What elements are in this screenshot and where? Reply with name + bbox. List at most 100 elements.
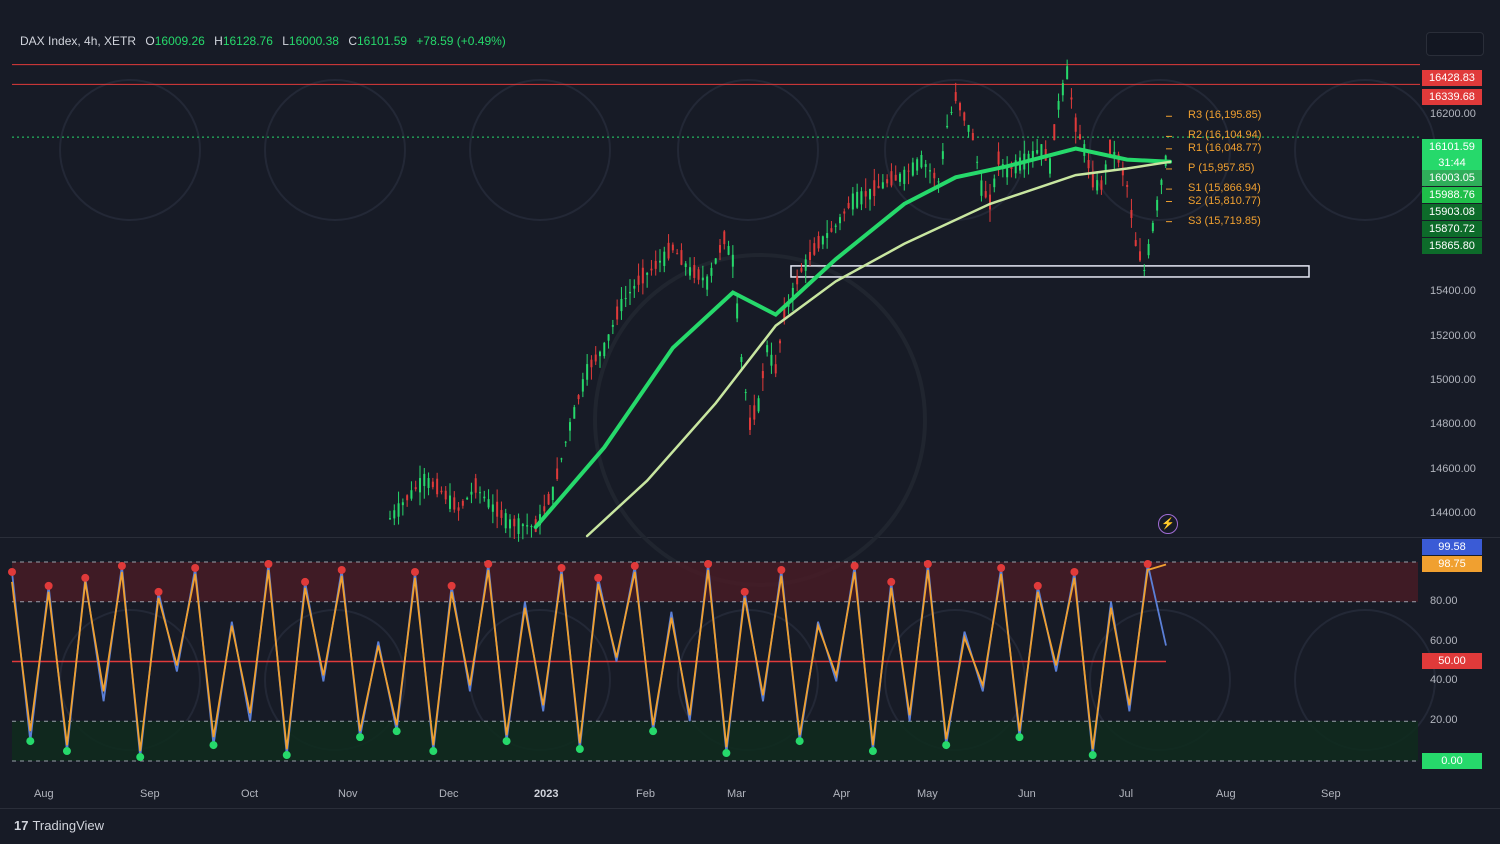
y-tick-label: 14400.00 <box>1430 506 1476 519</box>
overbought-dot <box>301 577 310 586</box>
oversold-dot <box>942 741 951 750</box>
candle-body <box>740 357 743 362</box>
candle-body <box>1070 97 1073 100</box>
x-tick-label: Aug <box>1216 788 1236 800</box>
price-tag: 16003.05 <box>1422 170 1482 186</box>
candle-body <box>603 342 606 357</box>
osc-y-tick-label: 80.00 <box>1430 594 1458 607</box>
candle-body <box>877 185 880 189</box>
price-tag: 15870.72 <box>1422 221 1482 237</box>
oversold-dot <box>502 737 511 746</box>
candle-body <box>667 242 670 259</box>
low-value: 16000.38 <box>288 34 339 48</box>
candle-body <box>684 263 687 268</box>
candle-body <box>701 277 704 281</box>
candle-body <box>419 478 421 493</box>
candle-body <box>899 173 901 182</box>
candle-body <box>1074 117 1077 132</box>
overbought-dot <box>923 559 932 568</box>
candle-body <box>989 194 991 210</box>
candle-body <box>1036 150 1039 154</box>
oversold-dot <box>722 749 731 758</box>
candle-body <box>1014 160 1017 174</box>
candle-body <box>410 490 413 499</box>
candle-body <box>950 111 953 113</box>
open-label: O <box>145 34 155 48</box>
candle-body <box>791 287 794 300</box>
candle-body <box>449 495 451 509</box>
candle-body <box>543 506 546 512</box>
overbought-dot <box>154 587 163 596</box>
candle-body <box>1066 66 1069 80</box>
candle-body <box>851 193 854 210</box>
oversold-dot <box>868 747 877 756</box>
symbol-name[interactable]: DAX Index, 4h, XETR <box>20 34 137 48</box>
candle-body <box>821 236 824 245</box>
candle-body <box>389 518 391 520</box>
toolbar-button[interactable] <box>1426 32 1484 56</box>
candle-body <box>933 172 936 179</box>
candle-body <box>843 211 846 214</box>
candle-body <box>483 496 486 499</box>
y-tick-label: 15000.00 <box>1430 374 1476 387</box>
candle-body <box>646 272 649 275</box>
x-tick-label: Nov <box>338 788 358 800</box>
support-zone-box <box>790 265 1310 278</box>
candle-body <box>783 305 786 321</box>
candle-body <box>1087 160 1090 169</box>
candle-body <box>1100 180 1103 190</box>
candle-body <box>967 124 970 132</box>
candle-body <box>980 180 983 196</box>
overbought-dot <box>44 581 53 590</box>
tradingview-logo[interactable]: 17 TradingView <box>14 818 104 833</box>
overbought-dot <box>447 581 456 590</box>
candle-body <box>976 161 979 163</box>
high-label: H <box>214 34 223 48</box>
candle-body <box>903 169 906 184</box>
candle-body <box>393 510 396 519</box>
candle-body <box>946 125 949 128</box>
candle-body <box>1096 180 1099 191</box>
overbought-dot <box>997 563 1006 572</box>
oversold-dot <box>209 741 218 750</box>
osc-price-tag: 98.75 <box>1422 556 1482 572</box>
candle-body <box>1143 269 1146 271</box>
candle-body <box>706 276 709 290</box>
osc-price-tag: 0.00 <box>1422 753 1482 769</box>
change-value: +78.59 (+0.49%) <box>416 34 506 48</box>
candle-body <box>719 245 721 253</box>
candle-body <box>457 507 460 511</box>
symbol-header: DAX Index, 4h, XETR O16009.26 H16128.76 … <box>20 34 506 48</box>
candle-body <box>556 468 559 480</box>
candle-body <box>1049 158 1051 174</box>
candle-body <box>401 502 404 506</box>
candle-body <box>929 170 931 172</box>
candle-body <box>431 481 434 488</box>
overbought-dot <box>704 559 713 568</box>
oversold-zone <box>12 721 1418 761</box>
candle-body <box>624 297 627 299</box>
candle-body <box>959 103 961 111</box>
x-tick-label: Feb <box>636 788 655 800</box>
candle-body <box>676 253 679 255</box>
candle-body <box>954 92 957 101</box>
overbought-dot <box>8 567 16 576</box>
x-tick-label: Apr <box>833 788 851 800</box>
moving-average-line <box>533 146 1172 530</box>
candle-body <box>513 518 516 527</box>
candle-body <box>710 267 713 276</box>
overbought-dot <box>1070 567 1079 576</box>
candle-body <box>731 254 734 267</box>
candle-body <box>839 217 841 224</box>
stoch-d-line <box>11 563 1167 752</box>
x-tick-label: 2023 <box>534 788 559 800</box>
x-tick-label: Jul <box>1119 788 1134 800</box>
candle-body <box>864 191 867 197</box>
overbought-dot <box>887 577 896 586</box>
osc-y-tick-label: 40.00 <box>1430 674 1458 687</box>
osc-price-tag: 50.00 <box>1422 653 1482 669</box>
candle-body <box>774 364 777 374</box>
overbought-dot <box>484 559 493 568</box>
lightning-icon[interactable]: ⚡ <box>1158 514 1178 534</box>
